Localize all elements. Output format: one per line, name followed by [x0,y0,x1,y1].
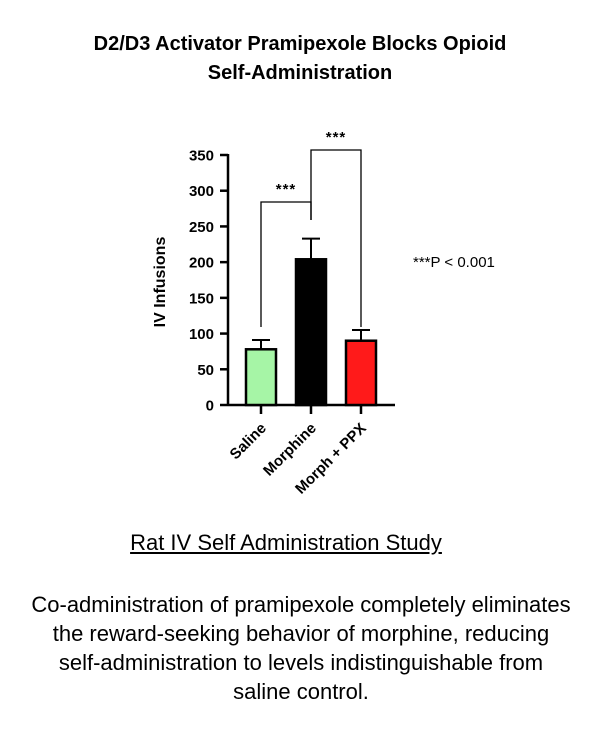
y-tick-label: 350 [189,148,214,165]
y-tick-label: 150 [189,290,214,307]
chart-title-line-2: Self-Administration [207,62,393,84]
x-tick-label: Saline [227,420,270,463]
bar-morph-ppx [344,339,378,407]
y-tick-label: 100 [189,326,214,343]
significance-label: *** [326,129,347,146]
p-value-annotation: ***P < 0.001 [413,254,495,271]
caption-text: Co-administration of pramipexole complet… [31,592,571,704]
y-axis-label: IV Infusions [152,237,169,328]
bar-saline [244,348,278,407]
y-tick-label: 300 [189,183,214,200]
chart-title: D2/D3 Activator Pramipexole Blocks Opioi… [20,30,580,88]
chart-title-line-1: D2/D3 Activator Pramipexole Blocks Opioi… [93,33,507,55]
study-subtitle: Rat IV Self Administration Study [130,530,442,555]
y-tick-label: 0 [206,398,214,415]
y-tick-label: 200 [189,255,214,272]
y-tick-label: 250 [189,219,214,236]
y-tick-label: 50 [197,362,214,379]
significance-bracket [310,149,362,327]
bar-morphine [294,258,328,407]
significance-label: *** [276,181,297,198]
